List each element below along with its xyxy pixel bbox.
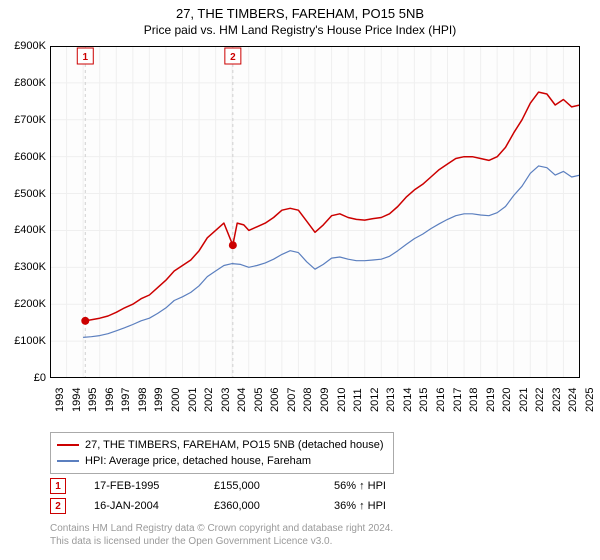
x-tick-label: 2008 (302, 388, 314, 412)
y-tick-label: £500K (14, 188, 46, 200)
svg-text:1: 1 (82, 52, 88, 63)
marker-row: 1 17-FEB-1995 £155,000 56% ↑ HPI (50, 476, 580, 496)
x-tick-label: 2017 (452, 388, 464, 412)
x-tick-label: 2018 (468, 388, 480, 412)
marker-price: £155,000 (214, 480, 334, 492)
license-line: Contains HM Land Registry data © Crown c… (50, 522, 580, 535)
x-tick-label: 1999 (153, 388, 165, 412)
chart-title: 27, THE TIMBERS, FAREHAM, PO15 5NB (0, 0, 600, 21)
y-tick-label: £100K (14, 335, 46, 347)
x-tick-label: 2020 (501, 388, 513, 412)
y-axis: £0£100K£200K£300K£400K£500K£600K£700K£80… (0, 46, 50, 378)
legend: 27, THE TIMBERS, FAREHAM, PO15 5NB (deta… (50, 432, 394, 474)
marker-hpi: 56% ↑ HPI (334, 480, 434, 492)
marker-table: 1 17-FEB-1995 £155,000 56% ↑ HPI 2 16-JA… (50, 476, 580, 516)
x-tick-label: 2021 (518, 388, 530, 412)
x-tick-label: 2014 (402, 388, 414, 412)
legend-label: 27, THE TIMBERS, FAREHAM, PO15 5NB (deta… (85, 439, 384, 451)
marker-date: 17-FEB-1995 (94, 480, 214, 492)
x-tick-label: 2006 (269, 388, 281, 412)
legend-row: 27, THE TIMBERS, FAREHAM, PO15 5NB (deta… (57, 437, 387, 453)
x-tick-label: 2025 (584, 388, 596, 412)
legend-swatch (57, 460, 79, 462)
license-line: This data is licensed under the Open Gov… (50, 535, 580, 548)
x-tick-label: 1996 (104, 388, 116, 412)
y-tick-label: £400K (14, 224, 46, 236)
x-tick-label: 1998 (137, 388, 149, 412)
legend-swatch (57, 444, 79, 446)
y-tick-label: £0 (34, 372, 46, 384)
x-tick-label: 1995 (87, 388, 99, 412)
x-tick-label: 2000 (170, 388, 182, 412)
y-tick-label: £800K (14, 77, 46, 89)
x-tick-label: 2024 (567, 388, 579, 412)
x-tick-label: 1994 (71, 388, 83, 412)
chart-subtitle: Price paid vs. HM Land Registry's House … (0, 21, 600, 41)
plot-area: 12 (50, 46, 580, 378)
x-tick-label: 1997 (120, 388, 132, 412)
y-tick-label: £900K (14, 40, 46, 52)
marker-hpi: 36% ↑ HPI (334, 500, 434, 512)
x-tick-label: 2023 (551, 388, 563, 412)
marker-row: 2 16-JAN-2004 £360,000 36% ↑ HPI (50, 496, 580, 516)
license-text: Contains HM Land Registry data © Crown c… (50, 522, 580, 548)
x-tick-label: 2001 (187, 388, 199, 412)
x-tick-label: 2003 (220, 388, 232, 412)
y-tick-label: £200K (14, 298, 46, 310)
x-tick-label: 1993 (54, 388, 66, 412)
plot-svg: 12 (50, 46, 580, 378)
marker-number-box: 2 (50, 498, 66, 514)
x-tick-label: 2019 (485, 388, 497, 412)
marker-price: £360,000 (214, 500, 334, 512)
y-tick-label: £600K (14, 151, 46, 163)
legend-label: HPI: Average price, detached house, Fare… (85, 455, 311, 467)
x-tick-label: 2005 (253, 388, 265, 412)
x-tick-label: 2009 (319, 388, 331, 412)
y-tick-label: £300K (14, 261, 46, 273)
x-axis: 1993 1994 1995 1996 1997 1998 1999 2000 2001 2002… (50, 378, 580, 430)
x-tick-label: 2015 (418, 388, 430, 412)
x-tick-label: 2007 (286, 388, 298, 412)
marker-date: 16-JAN-2004 (94, 500, 214, 512)
x-tick-label: 2012 (369, 388, 381, 412)
svg-text:2: 2 (230, 52, 236, 63)
y-tick-label: £700K (14, 114, 46, 126)
x-tick-label: 2013 (385, 388, 397, 412)
x-tick-label: 2002 (203, 388, 215, 412)
legend-row: HPI: Average price, detached house, Fare… (57, 453, 387, 469)
x-tick-label: 2022 (534, 388, 546, 412)
x-tick-label: 2004 (236, 388, 248, 412)
marker-number-box: 1 (50, 478, 66, 494)
chart-container: 27, THE TIMBERS, FAREHAM, PO15 5NB Price… (0, 0, 600, 560)
x-tick-label: 2016 (435, 388, 447, 412)
x-tick-label: 2010 (336, 388, 348, 412)
x-tick-label: 2011 (352, 388, 364, 412)
